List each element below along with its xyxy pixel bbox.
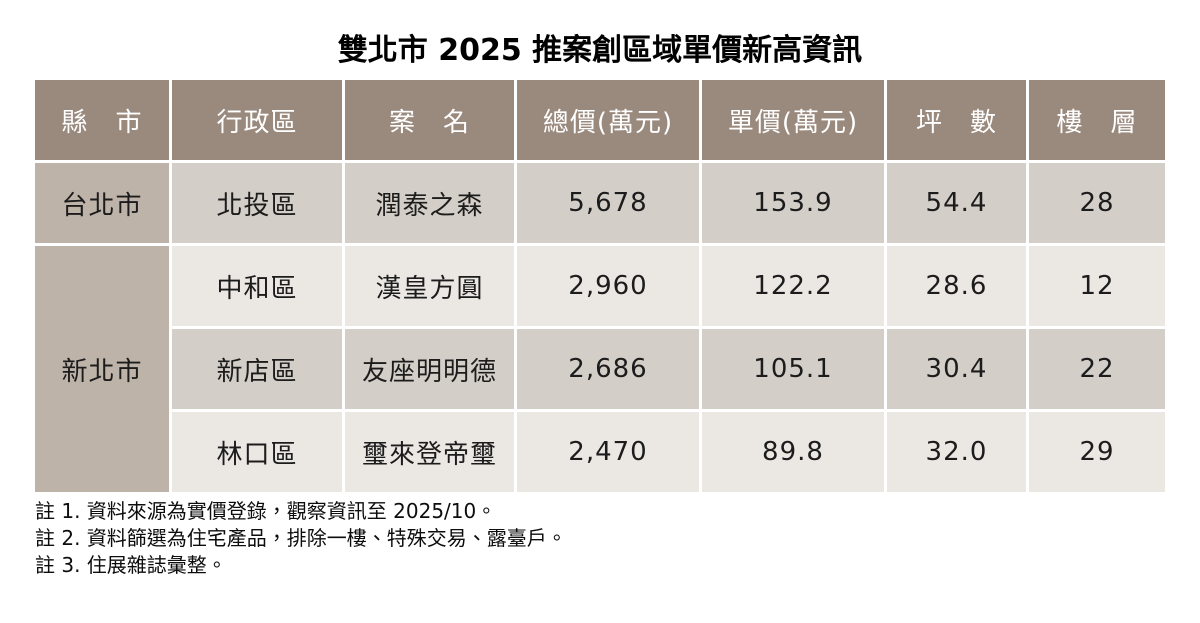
project-cell: 璽來登帝璽 [345,412,514,492]
header-cell-city: 縣 市 [35,80,169,160]
district-cell: 中和區 [172,246,342,326]
district-cell: 新店區 [172,329,342,409]
header-cell-area: 坪 數 [887,80,1026,160]
header-cell-floor: 樓 層 [1029,80,1165,160]
floor-cell: 29 [1029,412,1165,492]
footnote-2: 註 2. 資料篩選為住宅產品，排除一樓、特殊交易、露臺戶。 [35,526,567,550]
project-cell: 潤泰之森 [345,163,514,243]
footnotes: 註 1. 資料來源為實價登錄，觀察資訊至 2025/10。 註 2. 資料篩選為… [35,498,1200,579]
project-cell: 漢皇方圓 [345,246,514,326]
total-price-cell: 5,678 [517,163,699,243]
area-cell: 28.6 [887,246,1026,326]
header-cell-district: 行政區 [172,80,342,160]
total-price-cell: 2,470 [517,412,699,492]
header-cell-project: 案 名 [345,80,514,160]
city-cell-new-taipei: 新北市 [35,246,169,492]
district-cell: 北投區 [172,163,342,243]
total-price-cell: 2,686 [517,329,699,409]
header-cell-total-price: 總價(萬元) [517,80,699,160]
page-title: 雙北市 2025 推案創區域單價新高資訊 [337,33,863,68]
floor-cell: 22 [1029,329,1165,409]
footnote-1: 註 1. 資料來源為實價登錄，觀察資訊至 2025/10。 [35,499,497,523]
unit-price-cell: 89.8 [702,412,884,492]
floor-cell: 12 [1029,246,1165,326]
floor-cell: 28 [1029,163,1165,243]
area-cell: 32.0 [887,412,1026,492]
city-cell-taipei: 台北市 [35,163,169,243]
unit-price-cell: 153.9 [702,163,884,243]
unit-price-cell: 105.1 [702,329,884,409]
area-cell: 54.4 [887,163,1026,243]
area-cell: 30.4 [887,329,1026,409]
real-estate-price-table: 縣 市 行政區 案 名 總價(萬元) 單價(萬元) 坪 數 樓 層 台北市 北投… [35,80,1165,492]
unit-price-cell: 122.2 [702,246,884,326]
footnote-3: 註 3. 住展雜誌彙整。 [35,553,227,577]
district-cell: 林口區 [172,412,342,492]
header-cell-unit-price: 單價(萬元) [702,80,884,160]
project-cell: 友座明明德 [345,329,514,409]
total-price-cell: 2,960 [517,246,699,326]
